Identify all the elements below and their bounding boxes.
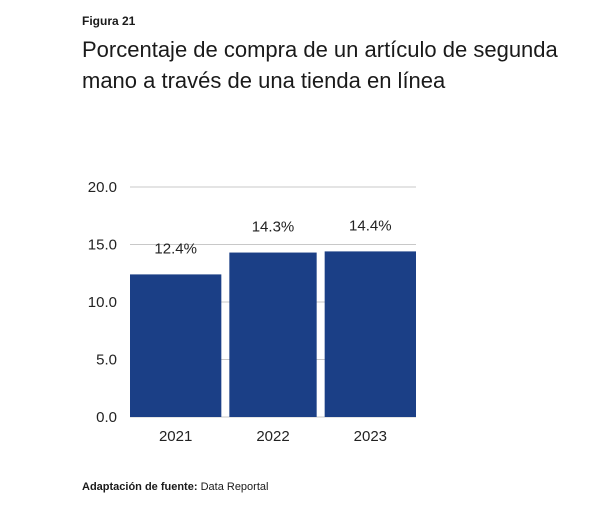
- y-tick-label: 15.0: [88, 237, 117, 254]
- source-value: Data Reportal: [200, 481, 269, 493]
- figure-label: Figura 21: [82, 14, 136, 28]
- y-tick-label: 20.0: [88, 179, 117, 196]
- bar-2023: [324, 251, 416, 417]
- y-tick-label: 0.0: [96, 409, 117, 426]
- y-axis-tick-labels: 0.0 5.0 10.0 15.0 20.0: [88, 179, 117, 426]
- x-axis-tick-labels: 2021 2022 2023: [159, 428, 387, 445]
- chart-title: Porcentaje de compra de un artículo de s…: [82, 37, 558, 93]
- data-labels: 12.4% 14.3% 14.4%: [154, 217, 391, 257]
- y-tick-label: 10.0: [88, 294, 117, 311]
- x-tick-label-2021: 2021: [159, 428, 192, 445]
- data-label-2021: 12.4%: [154, 240, 197, 257]
- bars: [130, 251, 416, 417]
- data-label-2023: 14.4%: [349, 217, 392, 234]
- source-note: Adaptación de fuente: Data Reportal: [82, 481, 268, 493]
- source-label: Adaptación de fuente:: [82, 481, 198, 493]
- bar-2022: [229, 252, 317, 417]
- bar-chart: 0.05.010.015.020.0 12.4%14.3% 14.4% 2021 2…: [88, 179, 416, 445]
- y-tick-label: 5.0: [96, 352, 117, 369]
- x-tick-label-2022: 2022: [256, 428, 289, 445]
- data-label-2022: 14.3%: [252, 219, 295, 236]
- bar-2021: [130, 274, 222, 417]
- x-tick-label-2023: 2023: [354, 428, 387, 445]
